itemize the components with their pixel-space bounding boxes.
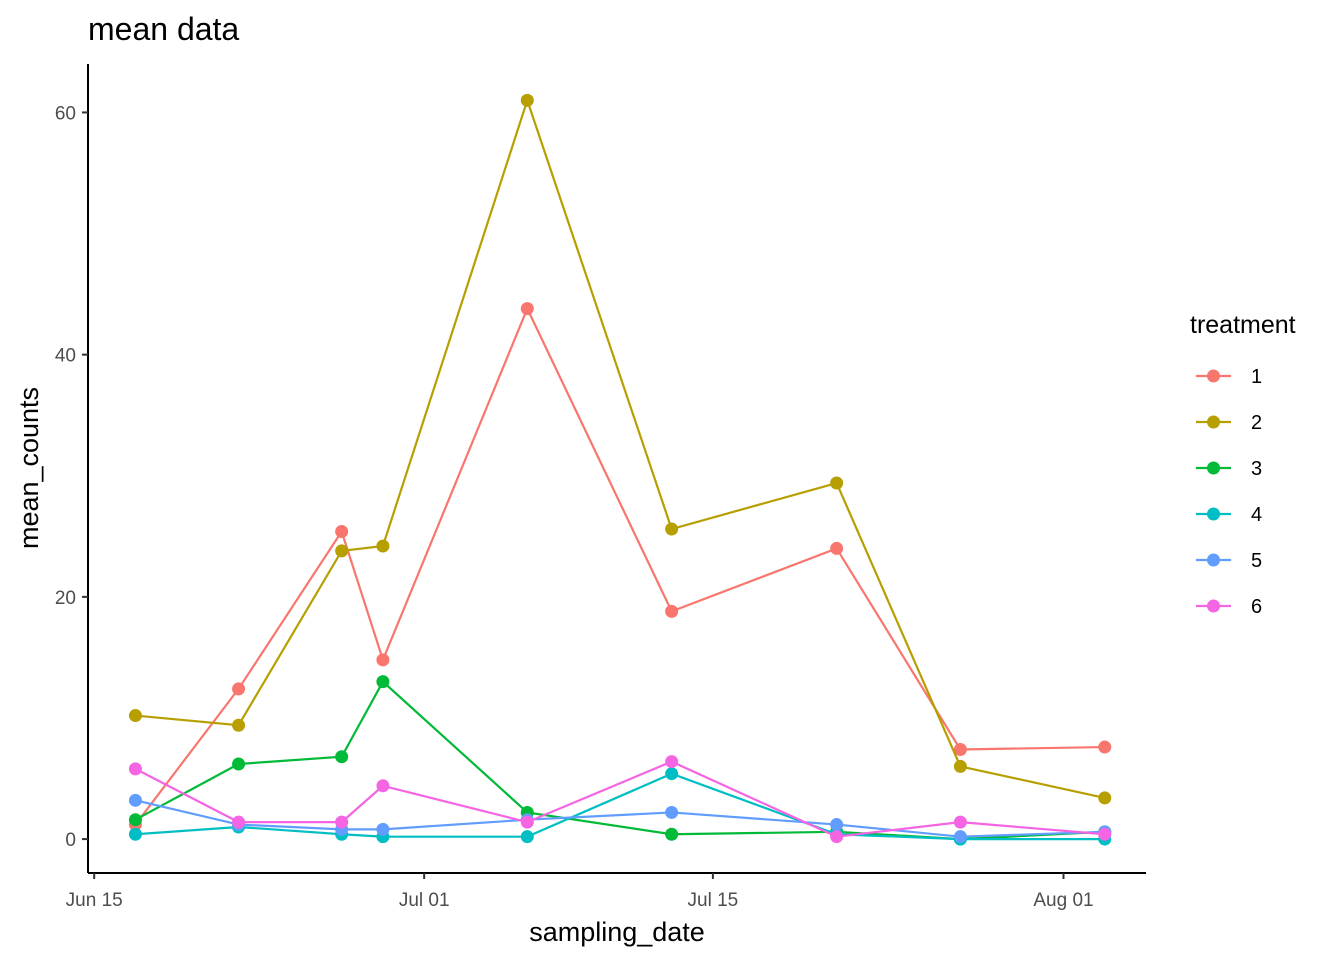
data-point — [1098, 791, 1112, 805]
legend-item: 6 — [1196, 596, 1262, 618]
data-point — [953, 759, 967, 773]
legend-key-point — [1207, 553, 1220, 567]
chart-title: mean data — [88, 11, 239, 47]
data-point — [376, 779, 390, 793]
data-point — [232, 682, 246, 696]
legend-item: 2 — [1196, 412, 1262, 434]
data-point — [128, 827, 142, 841]
x-tick-label: Jun 15 — [66, 890, 123, 911]
data-point — [128, 709, 142, 723]
legend-item: 4 — [1196, 504, 1262, 526]
legend-key-point — [1207, 599, 1220, 613]
legend-item: 5 — [1196, 550, 1262, 572]
legend-label: 5 — [1251, 550, 1262, 572]
data-point — [1098, 740, 1112, 754]
x-axis-title: sampling_date — [529, 917, 705, 947]
legend-label: 1 — [1251, 366, 1262, 388]
data-point — [1098, 827, 1112, 841]
legend-label: 3 — [1251, 458, 1262, 480]
legend-label: 4 — [1251, 504, 1262, 526]
data-point — [232, 718, 246, 732]
legend-key-point — [1207, 369, 1220, 383]
series-2 — [128, 93, 1112, 805]
data-point — [665, 522, 679, 536]
legend-item: 3 — [1196, 458, 1262, 480]
data-point — [830, 541, 844, 555]
x-tick-label: Aug 01 — [1033, 890, 1093, 911]
data-point — [335, 815, 349, 829]
legend: treatment 1 2 3 4 5 6 — [1190, 311, 1296, 618]
data-point — [665, 604, 679, 618]
legend-key-point — [1207, 415, 1220, 429]
legend-label: 6 — [1251, 596, 1262, 618]
data-point — [335, 750, 349, 764]
data-point — [128, 793, 142, 807]
legend-title: treatment — [1190, 311, 1296, 339]
data-point — [665, 767, 679, 781]
data-point — [376, 653, 390, 667]
x-tick-label: Jul 15 — [688, 890, 739, 911]
series-6 — [128, 755, 1112, 844]
data-point — [376, 822, 390, 836]
data-point — [953, 830, 967, 844]
data-point — [128, 762, 142, 776]
series-line — [135, 96, 1105, 799]
legend-item: 1 — [1196, 366, 1262, 388]
data-point — [665, 805, 679, 819]
y-tick-label: 60 — [55, 103, 76, 124]
y-axis-title: mean_counts — [14, 387, 44, 549]
legend-label: 2 — [1251, 412, 1262, 434]
data-point — [520, 815, 534, 829]
legend-key-point — [1207, 507, 1220, 521]
legend-key-point — [1207, 461, 1220, 475]
data-point — [520, 830, 534, 844]
data-point — [953, 815, 967, 829]
data-point — [376, 675, 390, 689]
data-point — [376, 539, 390, 553]
data-point — [665, 827, 679, 841]
plot-series — [128, 93, 1112, 846]
data-point — [830, 830, 844, 844]
data-point — [665, 755, 679, 769]
series-1 — [128, 302, 1112, 832]
data-point — [830, 818, 844, 832]
y-tick-label: 40 — [55, 346, 76, 367]
data-point — [335, 544, 349, 558]
data-point — [520, 93, 534, 107]
legend-items: 1 2 3 4 5 6 — [1196, 366, 1262, 618]
data-point — [520, 302, 534, 316]
y-tick-label: 0 — [65, 830, 76, 851]
data-point — [232, 815, 246, 829]
x-axis-ticks: Jun 15 Jul 01 Jul 15 Aug 01 — [66, 873, 1094, 911]
data-point — [232, 757, 246, 771]
data-point — [953, 742, 967, 756]
data-point — [335, 524, 349, 538]
x-tick-label: Jul 01 — [399, 890, 450, 911]
y-axis-ticks: 0 20 40 60 — [55, 103, 88, 851]
y-tick-label: 20 — [55, 588, 76, 609]
data-point — [830, 476, 844, 490]
data-point — [128, 813, 142, 827]
